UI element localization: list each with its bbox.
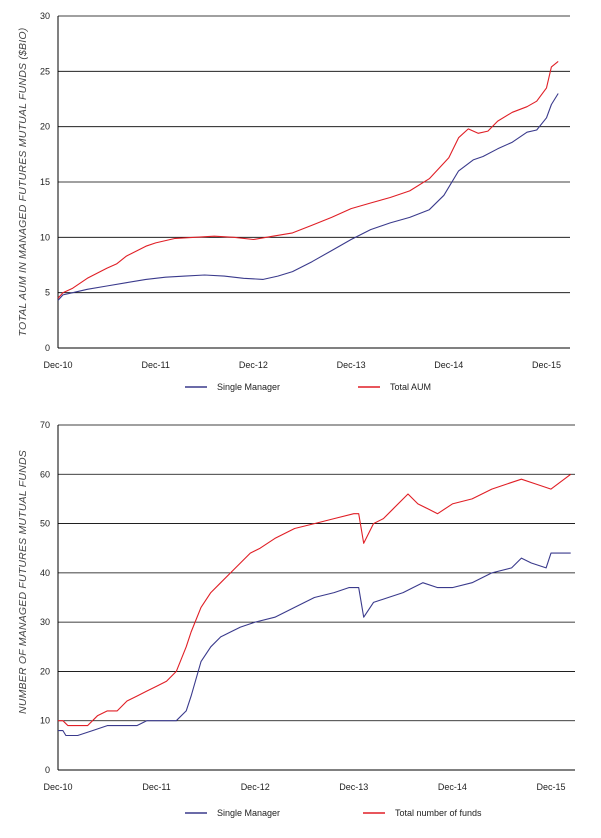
series-line-single-manager (58, 552, 571, 737)
y-tick-label: 50 (40, 519, 50, 529)
series-line-total (58, 473, 572, 727)
legend-label: Total AUM (390, 382, 431, 392)
y-axis-title: NUMBER OF MANAGED FUTURES MUTUAL FUNDS (17, 450, 29, 714)
y-tick-label: 0 (45, 343, 50, 353)
y-tick-label: 30 (40, 617, 50, 627)
y-tick-label: 20 (40, 666, 50, 676)
y-tick-label: 70 (40, 420, 50, 430)
x-tick-label: Dec-12 (241, 782, 270, 792)
y-tick-label: 60 (40, 469, 50, 479)
y-tick-label: 15 (40, 177, 50, 187)
x-tick-label: Dec-13 (337, 360, 366, 370)
x-tick-label: Dec-14 (434, 360, 463, 370)
legend-label: Single Manager (217, 808, 280, 818)
series-line-total (57, 60, 559, 299)
x-tick-label: Dec-12 (239, 360, 268, 370)
y-tick-label: 10 (40, 232, 50, 242)
y-axis-title: TOTAL AUM IN MANAGED FUTURES MUTUAL FUND… (17, 28, 29, 337)
chart-2: 0 10 20 30 40 50 60 70 Dec-10 Dec-11 Dec-12 Dec-13 D… (17, 420, 575, 818)
y-tick-label: 20 (40, 122, 50, 132)
y-tick-label: 0 (45, 765, 50, 775)
chart-1: 0 5 10 15 20 25 30 Dec-10 Dec-11 Dec-12 Dec-13 Dec-… (17, 11, 570, 392)
y-tick-label: 40 (40, 568, 50, 578)
y-tick-label: 25 (40, 66, 50, 76)
x-tick-label: Dec-11 (142, 360, 170, 370)
legend-label: Single Manager (217, 382, 280, 392)
x-tick-label: Dec-13 (339, 782, 368, 792)
x-tick-label: Dec-15 (532, 360, 561, 370)
x-tick-label: Dec-14 (438, 782, 467, 792)
x-tick-label: Dec-10 (43, 360, 72, 370)
x-tick-label: Dec-15 (536, 782, 565, 792)
x-tick-label: Dec-10 (43, 782, 72, 792)
y-tick-label: 30 (40, 11, 50, 21)
y-tick-label: 5 (45, 288, 50, 298)
legend-label: Total number of funds (395, 808, 482, 818)
x-tick-label: Dec-11 (142, 782, 170, 792)
series-line-single-manager (57, 93, 559, 301)
y-tick-label: 10 (40, 716, 50, 726)
